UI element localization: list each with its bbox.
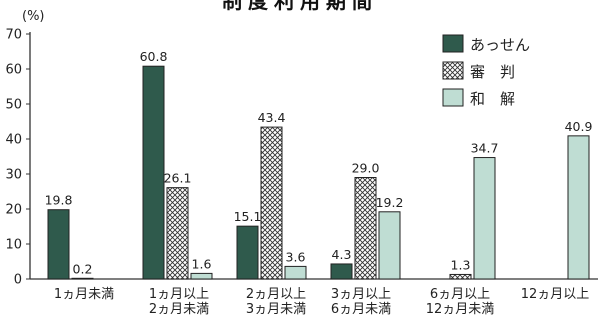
y-tick-label: 0 [14, 273, 22, 288]
bar-series-3-category-6 [567, 135, 590, 280]
bar-series-2-category-1 [71, 277, 94, 280]
category-label: 2ヵ月未満 [149, 302, 209, 317]
axes: 0 10 20 30 40 50 60 70 [5, 28, 598, 288]
chart-title: 制度利用期間 [222, 0, 378, 13]
y-tick-label: 60 [5, 63, 22, 78]
bar-series-2-category-4 [354, 177, 377, 280]
data-label: 15.1 [234, 209, 262, 224]
data-label: 40.9 [565, 119, 593, 134]
legend-label: 審 判 [470, 63, 515, 81]
y-tick-label: 50 [5, 98, 22, 113]
y-tick-label: 70 [5, 28, 22, 43]
bar-series-1-category-1 [47, 209, 70, 280]
bar-series-2-category-5 [449, 273, 472, 280]
y-tick-label: 10 [5, 238, 22, 253]
data-label: 26.1 [164, 171, 192, 186]
y-tick-label: 20 [5, 203, 22, 218]
bar-series-3-category-3 [284, 265, 307, 280]
data-label: 34.7 [471, 141, 499, 156]
category-label: 3ヵ月以上 [331, 287, 391, 302]
data-label: 3.6 [286, 249, 306, 264]
data-label: 1.6 [192, 256, 212, 271]
data-label: 1.3 [451, 257, 471, 272]
data-label: 29.0 [352, 161, 380, 176]
bar-series-3-category-2 [190, 272, 213, 280]
data-label: 43.4 [258, 110, 286, 125]
legend-label: 和 解 [470, 90, 515, 108]
category-label: 12ヵ月未満 [426, 302, 495, 317]
y-tick-label: 30 [5, 168, 22, 183]
category-label: 6ヵ月以上 [430, 287, 490, 302]
bar-series-3-category-5 [473, 157, 496, 280]
data-label: 0.2 [73, 261, 93, 276]
category-label: 3ヵ月未満 [246, 302, 306, 317]
legend-swatch [442, 34, 464, 53]
data-label: 19.8 [45, 193, 73, 208]
category-label: 2ヵ月以上 [246, 287, 306, 302]
legend-swatch [442, 61, 464, 80]
bars: 19.8 60.8 15.1 4.3 0.2 26.1 43.4 29.0 1.3 1.6 3.6 1… [45, 49, 593, 280]
category-label: 6ヵ月未満 [331, 302, 391, 317]
bar-series-2-category-2 [166, 187, 189, 280]
bar-series-1-category-2 [142, 65, 165, 280]
legend-label: あっせん [470, 36, 530, 54]
bar-series-1-category-3 [236, 225, 259, 280]
y-tick-label: 40 [5, 133, 22, 148]
legend-swatch [442, 88, 464, 107]
category-label: 12ヵ月以上 [521, 287, 590, 302]
bar-series-2-category-3 [260, 126, 283, 280]
category-label: 1ヵ月以上 [149, 287, 209, 302]
bar-series-3-category-4 [378, 211, 401, 280]
category-label: 1ヵ月未満 [54, 287, 114, 302]
data-label: 19.2 [376, 195, 404, 210]
y-axis-unit: (%) [22, 9, 45, 24]
bar-series-1-category-4 [330, 263, 353, 280]
data-label: 60.8 [140, 49, 168, 64]
data-label: 4.3 [332, 247, 352, 262]
